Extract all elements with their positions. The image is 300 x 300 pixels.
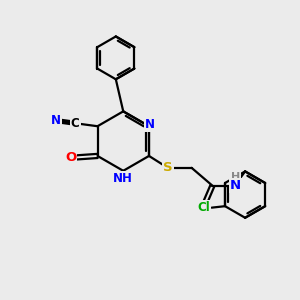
Text: O: O xyxy=(65,151,76,164)
Text: N: N xyxy=(230,179,241,192)
Text: N: N xyxy=(51,114,61,128)
Text: O: O xyxy=(196,205,208,218)
Text: Cl: Cl xyxy=(197,201,210,214)
Text: C: C xyxy=(71,117,80,130)
Text: S: S xyxy=(163,161,172,174)
Text: H: H xyxy=(231,172,240,182)
Text: N: N xyxy=(145,118,154,131)
Text: NH: NH xyxy=(113,172,133,185)
